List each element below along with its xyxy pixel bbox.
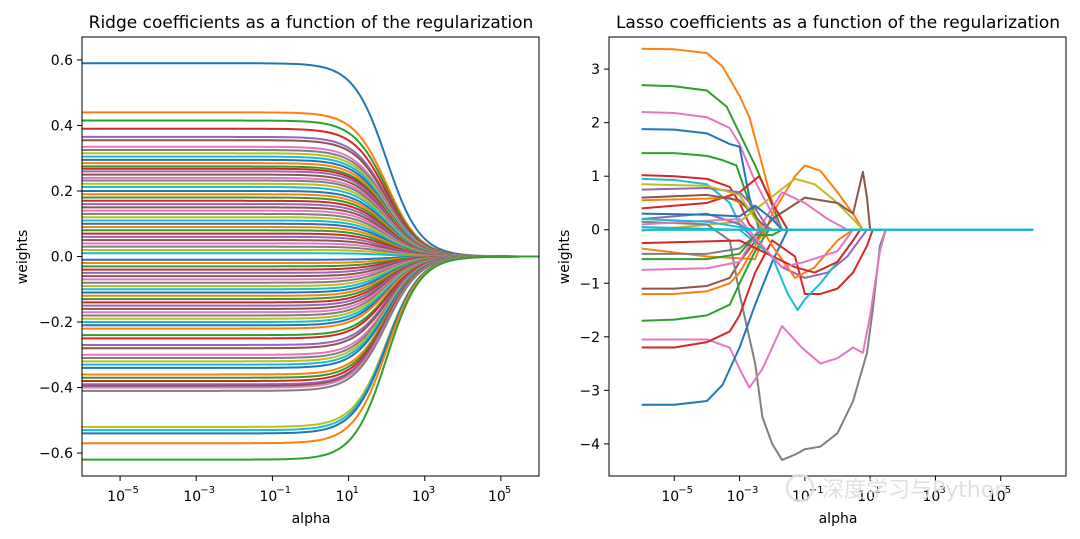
ridge-xlabel: alpha <box>292 511 331 527</box>
lasso-series-line <box>641 228 1034 349</box>
lasso-series-line <box>641 177 1034 232</box>
wechat-icon <box>785 473 815 503</box>
lasso-xtick-label: 10 <box>661 489 679 505</box>
lasso-xtick-exponent: 1 <box>874 485 880 496</box>
lasso-xtick-label: 10 <box>727 489 745 505</box>
ridge-xtick-label: 10 <box>183 489 201 505</box>
ridge-xtick-label: 10 <box>260 489 278 505</box>
ridge-xtick-label: 10 <box>336 489 354 505</box>
lasso-ylabel: weights <box>557 230 573 285</box>
lasso-series-group <box>641 47 1034 461</box>
lasso-axes-frame <box>608 36 1067 477</box>
ridge-xtick-exponent: −1 <box>276 485 291 496</box>
lasso-xtick-exponent: 5 <box>1005 485 1011 496</box>
ridge-ytick-label: 0.6 <box>51 53 73 69</box>
lasso-series-line <box>641 191 1034 271</box>
lasso-xtick-exponent: −1 <box>809 485 824 496</box>
lasso-series-line <box>641 228 1034 389</box>
ridge-series-line <box>82 255 540 461</box>
lasso-y-ticks: 3 2 1 0 −1 −2 −3 −4 <box>579 62 609 453</box>
lasso-xtick-exponent: −5 <box>678 485 693 496</box>
lasso-title: Lasso coefficients as a function of the … <box>616 13 1060 33</box>
lasso-series-line <box>641 228 1034 274</box>
lasso-ytick-label: 2 <box>591 116 600 132</box>
lasso-ytick-label: 1 <box>591 169 600 185</box>
lasso-x-ticks: 10 −5 10 −3 10 −1 10 1 10 3 10 5 <box>661 476 1011 505</box>
ridge-xtick-label: 10 <box>488 489 506 505</box>
ridge-ytick-label: −0.2 <box>39 315 73 331</box>
ridge-xtick-exponent: 1 <box>353 485 359 496</box>
lasso-series-line <box>641 228 1034 295</box>
lasso-xtick-label: 10 <box>857 489 875 505</box>
lasso-xlabel: alpha <box>819 511 858 527</box>
lasso-series-line <box>641 218 1034 269</box>
lasso-ytick-label: −4 <box>579 437 600 453</box>
lasso-series-line <box>641 110 1034 231</box>
lasso-xtick-exponent: −3 <box>744 485 759 496</box>
lasso-xtick-label: 10 <box>792 489 810 505</box>
lasso-chart: Lasso coefficients as a function of the … <box>557 13 1067 527</box>
watermark: 深度学习与Python <box>785 473 1008 503</box>
ridge-ytick-label: 0.2 <box>51 184 73 200</box>
ridge-y-ticks: 0.6 0.4 0.2 0.0 −0.2 −0.4 −0.6 <box>39 53 82 462</box>
lasso-series-line <box>641 164 1034 261</box>
lasso-series-line <box>641 84 1034 231</box>
ridge-chart: Ridge coefficients as a function of the … <box>15 13 540 527</box>
ridge-xtick-exponent: 3 <box>429 485 435 496</box>
lasso-series-line <box>641 170 1034 290</box>
ridge-xtick-exponent: 5 <box>505 485 511 496</box>
lasso-xtick-label: 10 <box>988 489 1006 505</box>
ridge-ytick-label: −0.4 <box>39 381 73 397</box>
ridge-ytick-label: 0.0 <box>51 250 73 266</box>
lasso-series-line <box>641 128 1034 231</box>
lasso-series-line <box>641 212 1034 279</box>
watermark-text: 深度学习与Python <box>822 478 1008 503</box>
lasso-xtick-exponent: 3 <box>939 485 945 496</box>
lasso-ytick-label: −3 <box>579 383 600 399</box>
ridge-ytick-label: 0.4 <box>51 118 73 134</box>
lasso-series-line <box>641 228 1034 322</box>
lasso-xtick-label: 10 <box>923 489 941 505</box>
ridge-series-group <box>82 62 540 461</box>
lasso-ytick-label: 0 <box>591 223 600 239</box>
ridge-ytick-label: −0.6 <box>39 446 73 462</box>
lasso-ytick-label: −1 <box>579 276 600 292</box>
lasso-ytick-label: −2 <box>579 330 600 346</box>
ridge-xtick-label: 10 <box>412 489 430 505</box>
lasso-series-line <box>641 228 1034 406</box>
ridge-ylabel: weights <box>15 230 31 285</box>
ridge-title: Ridge coefficients as a function of the … <box>89 13 534 33</box>
ridge-xtick-label: 10 <box>107 489 125 505</box>
ridge-xtick-exponent: −5 <box>124 485 139 496</box>
lasso-ytick-label: 3 <box>591 62 600 78</box>
ridge-xtick-exponent: −3 <box>200 485 215 496</box>
ridge-x-ticks: 10 −5 10 −3 10 −1 10 1 10 3 10 5 <box>107 476 511 505</box>
